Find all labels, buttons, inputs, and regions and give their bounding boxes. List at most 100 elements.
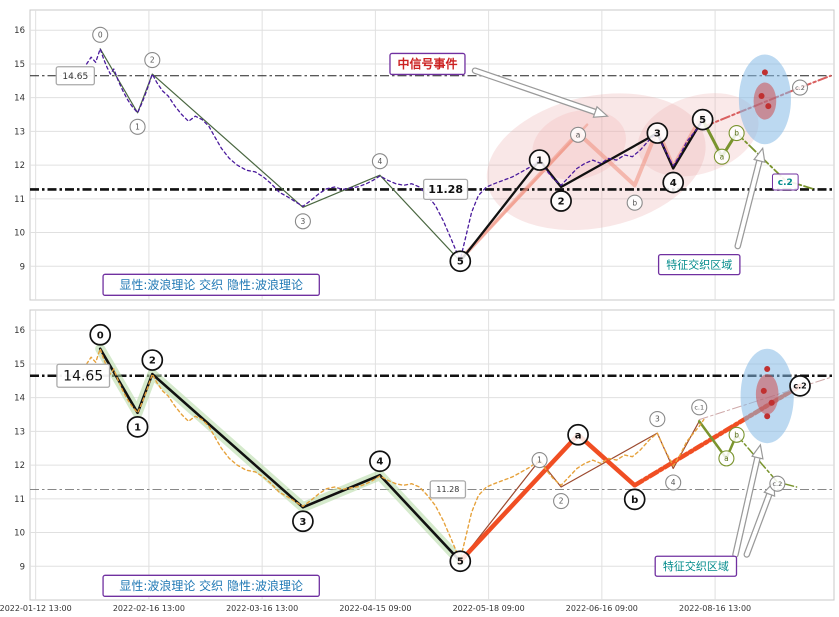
- wave-marker-label: 1: [134, 422, 141, 433]
- wave-marker-label: 2: [559, 497, 564, 506]
- panel-border: [29, 9, 835, 301]
- wave-marker-circle: [567, 423, 589, 446]
- price-line: [85, 348, 705, 561]
- x-tick-label: 2022-06-16 09:00: [566, 604, 638, 613]
- y-tick-label: 15: [14, 60, 25, 70]
- wave-marker-circle: [550, 190, 572, 212]
- signal-dot: [760, 387, 767, 394]
- x-tick-label: 2022-03-16 13:00: [226, 604, 298, 613]
- wave-marker-circle: [129, 118, 146, 135]
- wave-marker-circle: [791, 79, 809, 96]
- x-tick-label: 2022-05-18 09:00: [453, 604, 525, 613]
- wave-marker-circle: [371, 153, 388, 170]
- wave-marker-label: 3: [299, 517, 306, 528]
- wave-marker-circle: [449, 250, 472, 273]
- wave-marker-circle: [553, 492, 570, 510]
- wave-line: [99, 48, 461, 262]
- annotation-text: 11.28: [436, 485, 459, 494]
- y-tick-label: 10: [14, 529, 25, 539]
- wave-marker-label: b: [631, 495, 638, 506]
- annotation-text: 特征交织区域: [663, 559, 729, 573]
- wave-marker-label: c.2: [795, 84, 805, 92]
- wave-marker-circle: [728, 426, 745, 443]
- wave-marker-label: 1: [536, 156, 543, 167]
- wave-marker-label: 5: [457, 257, 464, 268]
- y-tick-label: 16: [14, 26, 25, 36]
- annotation-box: [657, 253, 741, 276]
- wave-line: [458, 432, 637, 564]
- wave-marker-label: 2: [149, 356, 156, 367]
- wave-marker-circle: [294, 213, 311, 230]
- x-tick-label: 2022-04-15 09:00: [339, 604, 411, 613]
- wave-marker-label: 3: [301, 217, 306, 226]
- callout-arrow-shaft: [735, 158, 762, 249]
- wave-line: [459, 118, 704, 263]
- wave-marker-circle: [528, 149, 551, 171]
- y-tick-label: 16: [14, 326, 25, 336]
- wave-marker-label: a: [724, 454, 729, 463]
- wave-marker-label: c.1: [694, 404, 704, 412]
- y-tick-label: 10: [14, 229, 25, 239]
- annotation-box: [55, 66, 95, 86]
- price-line: [85, 48, 705, 261]
- wave-marker-circle: [728, 125, 745, 142]
- wave-marker-circle: [662, 171, 685, 194]
- wave-marker-circle: [646, 122, 669, 144]
- annotation-text: 显性:波浪理论 交织 隐性:波浪理论: [119, 578, 303, 593]
- wave-marker-circle: [713, 148, 730, 165]
- callout-arrow-head: [592, 105, 609, 118]
- signal-dot: [758, 92, 765, 99]
- x-tick-label: 2022-02-16 13:00: [113, 604, 185, 613]
- feature-zone-ellipse: [753, 82, 777, 120]
- panel-border: [29, 309, 835, 601]
- wave-marker-label: a: [575, 430, 582, 441]
- wave-marker-circle: [144, 52, 161, 69]
- wave-marker-circle: [369, 450, 391, 473]
- signal-dot: [764, 413, 771, 420]
- callout-arrow-shaft: [473, 68, 598, 114]
- wave-label-box: [771, 173, 799, 191]
- signal-dot: [765, 103, 772, 110]
- wave-marker-label: b: [632, 198, 637, 207]
- wave-marker-circle: [769, 475, 786, 492]
- annotation-text: 特征交织区域: [666, 257, 732, 271]
- callout-arrow-head: [753, 146, 766, 164]
- y-tick-label: 14: [14, 394, 25, 404]
- y-tick-label: 13: [14, 127, 25, 137]
- callout-arrow-shaft: [744, 492, 772, 557]
- wave-marker-label: 5: [457, 557, 464, 568]
- highlight-region-ellipse: [532, 110, 626, 180]
- wave-line: [735, 434, 798, 488]
- wave-marker-circle: [691, 108, 714, 131]
- wave-marker-label: c.2: [793, 382, 806, 391]
- wave-marker-circle: [691, 399, 708, 416]
- annotation-box: [389, 52, 466, 76]
- wave-line: [698, 376, 832, 421]
- annotation-box: [102, 574, 320, 597]
- wave-marker-label: 3: [655, 415, 660, 424]
- y-tick-label: 11: [14, 195, 25, 205]
- annotation-box: [422, 178, 469, 201]
- wave-marker-label: 4: [671, 478, 676, 487]
- wave-marker-label: 4: [670, 178, 677, 189]
- annotation-box: [56, 363, 111, 388]
- y-tick-label: 9: [20, 562, 25, 572]
- callout-arrow-head: [751, 443, 764, 460]
- wave-marker-label: 2: [558, 197, 565, 208]
- wave-marker-label: 1: [537, 456, 542, 465]
- wave-marker-circle: [623, 488, 646, 511]
- wave-marker-label: c.2: [772, 480, 782, 488]
- wave-marker-label: b: [734, 430, 739, 439]
- x-tick-label: 2022-01-12 13:00: [0, 604, 72, 613]
- x-tick-label: 2022-08-16 13:00: [679, 604, 751, 613]
- wave-marker-label: 4: [378, 157, 383, 166]
- wave-marker-circle: [789, 375, 811, 397]
- wave-marker-circle: [626, 194, 643, 211]
- signal-dot: [761, 69, 768, 76]
- y-tick-label: 12: [14, 161, 25, 171]
- y-tick-label: 14: [14, 94, 25, 104]
- y-tick-label: 13: [14, 427, 25, 437]
- wave-marker-circle: [92, 26, 109, 43]
- wave-marker-circle: [292, 510, 314, 533]
